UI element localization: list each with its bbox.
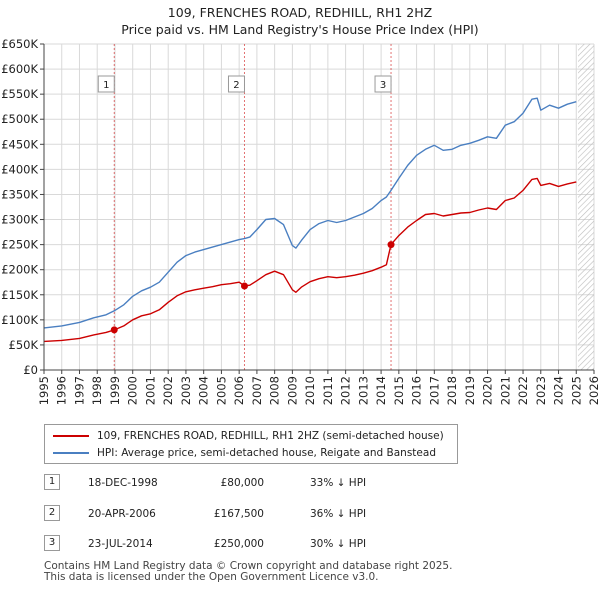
x-tick-label: 2005 (214, 376, 228, 405)
x-tick-label: 2004 (197, 376, 211, 405)
sale-marker-lines (113, 44, 392, 370)
sale-point-1 (110, 326, 118, 334)
y-tick-label: £550K (1, 87, 38, 101)
title-line-2: Price paid vs. HM Land Registry's House … (121, 22, 479, 37)
x-tick-label: 2018 (445, 376, 459, 405)
x-tick-label: 2019 (463, 376, 477, 405)
hpi-series-line (43, 97, 577, 329)
x-tick-label: 2002 (161, 376, 175, 405)
sale-label-box-2 (227, 75, 245, 93)
transaction-date: 18-DEC-1998 (88, 477, 158, 489)
x-tick-label: 2013 (356, 376, 370, 405)
grid (43, 43, 595, 371)
legend: 109, FRENCHES ROAD, REDHILL, RH1 2HZ (se… (44, 424, 458, 464)
y-tick-label: £400K (1, 162, 38, 176)
x-tick-label: 2020 (481, 376, 495, 405)
x-tick-label: 1999 (108, 376, 122, 405)
sale-labels: 1 2 3 (97, 75, 392, 93)
transaction-hpi-diff: 36% ↓ HPI (310, 508, 367, 520)
transaction-price: £80,000 (220, 477, 264, 489)
y-tick-label: £0 (23, 363, 38, 377)
transaction-date: 20-APR-2006 (88, 508, 156, 520)
x-tick-label: 2024 (552, 376, 566, 405)
sale-label-box-1 (97, 75, 115, 93)
sale-point-3 (387, 241, 395, 249)
transaction-hpi-diff: 33% ↓ HPI (310, 477, 367, 489)
transaction-hpi-diff: 30% ↓ HPI (310, 538, 367, 550)
x-tick-label: 2012 (339, 376, 353, 405)
transaction-number: 1 (44, 474, 60, 490)
x-tick-label: 2007 (250, 376, 264, 405)
footer: Contains HM Land Registry data © Crown c… (44, 561, 452, 583)
x-tick-label: 2025 (569, 376, 583, 405)
x-tick-label: 2026 (587, 376, 600, 405)
y-tick-label: £150K (1, 288, 38, 302)
footer-line-2: This data is licensed under the Open Gov… (44, 571, 379, 583)
x-tick-label: 2011 (321, 376, 335, 405)
sale-label-box-3 (374, 75, 392, 93)
x-tick-label: 1997 (72, 376, 86, 405)
legend-label-hpi: HPI: Average price, semi-detached house,… (97, 447, 436, 459)
future-hatch-region (578, 44, 594, 370)
x-tick-label: 2006 (232, 376, 246, 405)
x-tick-label: 2010 (303, 376, 317, 405)
series (43, 97, 577, 343)
chart-title: 109, FRENCHES ROAD, REDHILL, RH1 2HZ Pri… (0, 4, 600, 38)
y-tick-label: £500K (1, 112, 38, 126)
property-series-line (43, 177, 577, 343)
x-tick-label: 2022 (516, 376, 530, 405)
x-tick-label: 2009 (285, 376, 299, 405)
legend-swatch-blue (53, 452, 89, 454)
x-tick-label: 1995 (37, 376, 51, 405)
y-tick-label: £250K (1, 238, 38, 252)
forecast-hatch (578, 44, 594, 370)
transaction-number: 3 (44, 535, 60, 551)
x-tick-label: 2000 (126, 376, 140, 405)
x-tick-label: 1998 (90, 376, 104, 405)
y-tick-label: £450K (1, 137, 38, 151)
x-tick-label: 2008 (268, 376, 282, 405)
y-tick-label: £350K (1, 187, 38, 201)
sale-points (110, 241, 395, 334)
y-tick-label: £200K (1, 263, 38, 277)
sale-label-2: 2 (233, 80, 239, 91)
transaction-price: £167,500 (213, 508, 264, 520)
sale-label-1: 1 (103, 80, 109, 91)
transaction-date: 23-JUL-2014 (88, 538, 153, 550)
title-line-1: 109, FRENCHES ROAD, REDHILL, RH1 2HZ (167, 5, 433, 20)
y-tick-label: £100K (1, 313, 38, 327)
y-tick-label: £600K (1, 62, 38, 76)
x-tick-label: 1996 (55, 376, 69, 405)
x-tick-label: 2017 (427, 376, 441, 405)
price-chart: 1 2 3 £0 £50K £100K £150K £200K £250K £300K £350K… (1, 37, 600, 405)
y-tick-label: £300K (1, 213, 38, 227)
sale-point-2 (240, 282, 248, 290)
x-tick-label: 2015 (392, 376, 406, 405)
legend-swatch-red (53, 435, 89, 437)
sale-label-3: 3 (380, 80, 386, 91)
y-tick-label: £50K (9, 338, 39, 352)
legend-label-property: 109, FRENCHES ROAD, REDHILL, RH1 2HZ (se… (97, 430, 444, 442)
x-tick-label: 2016 (410, 376, 424, 405)
footer-line-1: Contains HM Land Registry data © Crown c… (44, 560, 453, 572)
x-tick-label: 2003 (179, 376, 193, 405)
x-tick-label: 2001 (143, 376, 157, 405)
axes: £0 £50K £100K £150K £200K £250K £300K £350K £400… (1, 37, 600, 405)
x-tick-label: 2023 (534, 376, 548, 405)
transaction-price: £250,000 (213, 538, 264, 550)
transaction-number: 2 (44, 505, 60, 521)
x-tick-label: 2021 (498, 376, 512, 405)
y-tick-label: £650K (1, 37, 38, 51)
x-tick-label: 2014 (374, 376, 388, 405)
